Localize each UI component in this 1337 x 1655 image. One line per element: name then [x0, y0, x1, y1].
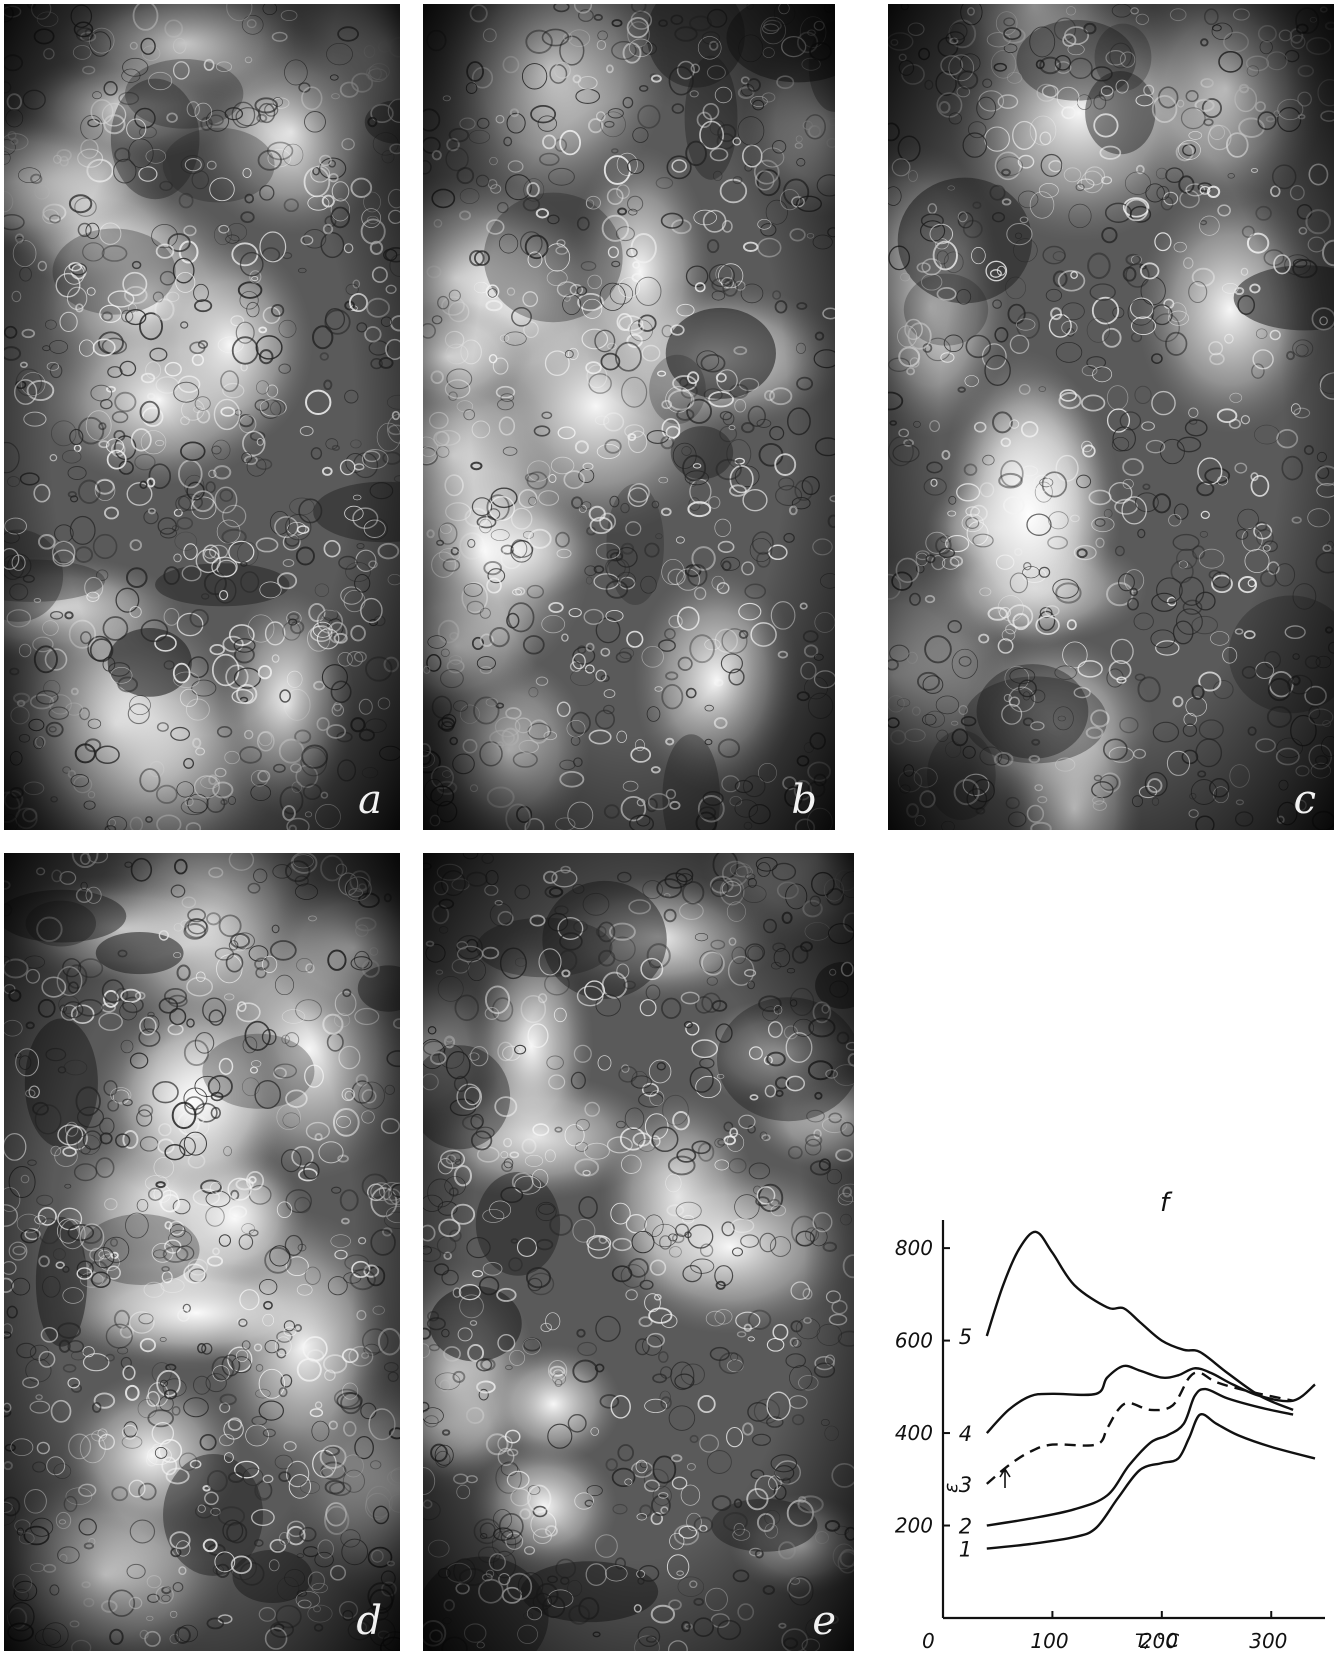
micrograph-panel-a: a	[4, 4, 400, 830]
x-tick-label: 200	[1140, 1629, 1178, 1651]
series-line-1	[986, 1413, 1316, 1550]
series-label-4: 4	[959, 1422, 972, 1446]
series-line-4	[985, 1364, 1316, 1434]
series-line-3	[986, 1371, 1294, 1485]
panel-label-d: d	[356, 1598, 382, 1644]
panel-label-c: c	[1293, 777, 1316, 823]
micrograph-panel-d: d	[4, 853, 400, 1651]
panel-label-b: b	[791, 777, 817, 823]
panel-label-a: a	[358, 777, 382, 823]
chart-f-svg: 0 100 200 300 200 400 600 800 12 3 4 5 f T, °C ε	[895, 1188, 1325, 1653]
x-tick-label: 100	[1030, 1629, 1068, 1651]
chart-y-axis-label: ε	[940, 1483, 962, 1493]
y-tick-label: 800	[895, 1236, 933, 1260]
series-label-2: 2	[959, 1515, 972, 1539]
micrograph-image-c	[888, 4, 1334, 830]
y-tick-label: 600	[895, 1329, 933, 1353]
series-label-3: 3	[959, 1473, 972, 1497]
y-tick-label: 400	[895, 1421, 933, 1445]
chart-series-layer: 12 3 4 5	[959, 1230, 1316, 1562]
micrograph-image-e	[423, 853, 854, 1651]
chart-x-axis-label: T, °C	[1135, 1630, 1180, 1651]
y-tick-label: 200	[895, 1514, 933, 1538]
series-label-1: 1	[959, 1538, 972, 1562]
x-tick-label: 0	[922, 1629, 935, 1651]
series-line-5	[985, 1230, 1294, 1412]
micrograph-panel-b: b	[423, 4, 835, 830]
chart-axes: 0 100 200 300 200 400 600 800	[895, 1220, 1325, 1653]
x-tick-label: 300	[1249, 1629, 1287, 1651]
micrograph-panel-c: c	[888, 4, 1334, 830]
series-line-2	[986, 1387, 1294, 1527]
series-label-5: 5	[959, 1325, 972, 1349]
micrograph-image-b	[423, 4, 835, 830]
micrograph-image-d	[4, 853, 400, 1651]
chart-title: f	[1160, 1188, 1173, 1218]
micrograph-image-a	[4, 4, 400, 830]
micrograph-panel-e: e	[423, 853, 854, 1651]
panel-label-e: e	[812, 1598, 836, 1644]
